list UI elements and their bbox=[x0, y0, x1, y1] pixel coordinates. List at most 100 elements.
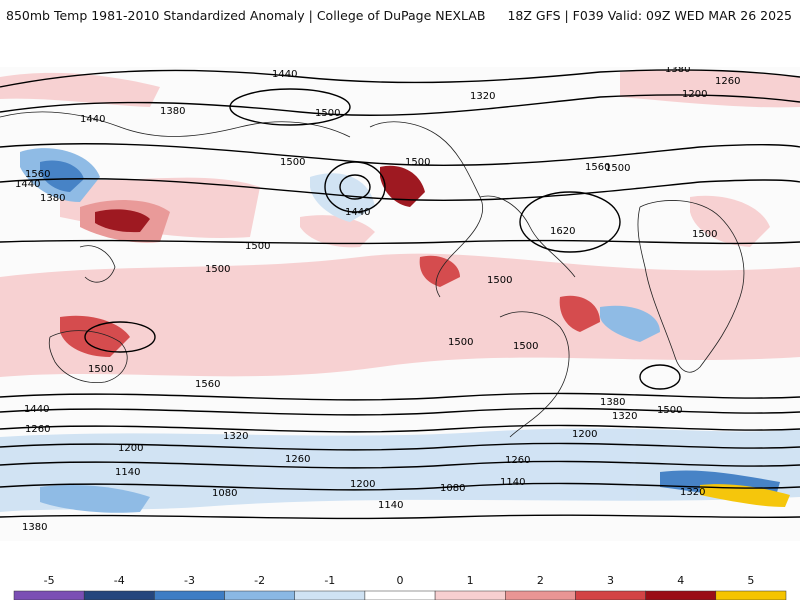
contour-line bbox=[0, 239, 800, 245]
contour-label: 1320 bbox=[680, 487, 705, 498]
hot-anomaly-nw-america bbox=[380, 165, 425, 207]
contour-label: 1380 bbox=[665, 67, 690, 75]
contour-closed bbox=[324, 161, 386, 213]
contour-label: 1560 bbox=[195, 379, 220, 390]
colorbar-tick-label: 5 bbox=[747, 574, 754, 587]
north-america-east-coast bbox=[479, 195, 576, 278]
warm-anomaly-pacific bbox=[300, 215, 375, 248]
colorbar-bin bbox=[83, 590, 155, 600]
colorbar-canvas: -5 -4 -3 -2 -1 0 1 2 3 4 5 bbox=[13, 574, 787, 600]
contour-line bbox=[0, 482, 800, 491]
contour-label: 1200 bbox=[350, 479, 375, 490]
contour-label: 1440 bbox=[345, 207, 370, 218]
contour-label: 1560 bbox=[25, 169, 50, 180]
contour-line bbox=[0, 143, 800, 166]
africa-coastline bbox=[637, 200, 745, 373]
cold-anomaly-siberia-strong bbox=[40, 160, 84, 192]
contour-label: 1500 bbox=[405, 157, 430, 168]
contour-label: 1080 bbox=[212, 488, 237, 499]
contour-label: 1380 bbox=[600, 397, 625, 408]
contour-line bbox=[0, 69, 800, 88]
map-canvas: 1440 1380 1320 1260 1200 1500 1560 1620 … bbox=[0, 67, 800, 541]
colorbar-tick-label: 1 bbox=[467, 574, 474, 587]
contour-label: 1440 bbox=[272, 69, 297, 80]
anomaly-shading bbox=[0, 69, 800, 513]
contour-line bbox=[0, 94, 800, 116]
warm-anomaly-tropics bbox=[0, 253, 800, 377]
colorbar-tick-label: 2 bbox=[537, 574, 544, 587]
australia-coastline bbox=[48, 330, 128, 384]
contour-label: 1500 bbox=[280, 157, 305, 168]
contour-label: 1260 bbox=[715, 76, 740, 87]
contour-line bbox=[0, 424, 800, 433]
contour-label: 1500 bbox=[605, 163, 630, 174]
model-run-info: 18Z GFS | F039 Valid: 09Z WED MAR 26 202… bbox=[507, 8, 792, 23]
contour-label: 1500 bbox=[205, 264, 230, 275]
contour-label: 1320 bbox=[470, 91, 495, 102]
contour-label: 1080 bbox=[440, 483, 465, 494]
contour-label: 1500 bbox=[657, 405, 682, 416]
colorbar-tick-label: -4 bbox=[114, 574, 125, 587]
coastlines bbox=[0, 111, 745, 438]
cool-anomaly-atlantic bbox=[600, 305, 660, 342]
colorbar-tick-label: 4 bbox=[677, 574, 684, 587]
colorbar-bins bbox=[13, 590, 787, 600]
contour-line bbox=[0, 407, 800, 416]
contour-label: 1380 bbox=[40, 193, 65, 204]
contour-closed bbox=[519, 191, 621, 253]
contour-label: 1380 bbox=[22, 522, 47, 533]
contour-label: 1500 bbox=[448, 337, 473, 348]
contour-label: 1260 bbox=[505, 455, 530, 466]
colorbar-bin bbox=[645, 590, 717, 600]
contour-line bbox=[0, 460, 800, 469]
colorbar-bin bbox=[294, 590, 366, 600]
contour-line bbox=[0, 178, 800, 201]
contour-label: 1500 bbox=[245, 241, 270, 252]
cold-anomaly-southern-ocean-1 bbox=[40, 485, 150, 513]
warm-anomaly-australia bbox=[60, 315, 130, 357]
colorbar-bin bbox=[154, 590, 225, 600]
contour-closed bbox=[84, 321, 156, 353]
contour-label: 1560 bbox=[585, 162, 610, 173]
contour-line bbox=[0, 442, 800, 451]
warm-anomaly-south-america bbox=[559, 295, 600, 332]
colorbar-tick-label: -3 bbox=[184, 574, 195, 587]
colorbar-tick-label: -2 bbox=[254, 574, 265, 587]
contour-label: 1440 bbox=[80, 114, 105, 125]
colorbar-tick-label: 3 bbox=[607, 574, 614, 587]
cool-anomaly-north-pacific bbox=[310, 173, 375, 222]
colorbar-bin bbox=[224, 590, 295, 600]
contour-label: 1200 bbox=[682, 89, 707, 100]
contour-label: 1140 bbox=[378, 500, 403, 511]
contour-line bbox=[0, 514, 800, 520]
contour-label: 1200 bbox=[118, 443, 143, 454]
global-anomaly-map: 1440 1380 1320 1260 1200 1500 1560 1620 … bbox=[0, 67, 800, 541]
anomaly-colorbar: -5 -4 -3 -2 -1 0 1 2 3 4 5 bbox=[13, 574, 787, 600]
colorbar-tick-label: -1 bbox=[324, 574, 335, 587]
colorbar-ticks: -5 -4 -3 -2 -1 0 1 2 3 4 5 bbox=[44, 574, 755, 587]
indonesia-coastline bbox=[79, 245, 116, 283]
contour-line bbox=[0, 392, 800, 401]
colorbar-bin bbox=[715, 590, 787, 600]
contour-label: 1500 bbox=[88, 364, 113, 375]
contour-label: 1500 bbox=[513, 341, 538, 352]
contour-label: 1140 bbox=[500, 477, 525, 488]
map-title: 850mb Temp 1981-2010 Standardized Anomal… bbox=[6, 8, 486, 23]
contour-label: 1500 bbox=[487, 275, 512, 286]
eurasia-coastline bbox=[0, 111, 351, 138]
height-contours bbox=[0, 69, 800, 520]
south-america-coastline bbox=[499, 311, 570, 438]
contour-label: 1440 bbox=[15, 179, 40, 190]
colorbar-bin bbox=[505, 590, 576, 600]
contour-closed bbox=[229, 88, 351, 126]
contour-closed bbox=[339, 174, 371, 200]
contour-label: 1260 bbox=[285, 454, 310, 465]
colorbar-tick-label: 0 bbox=[397, 574, 404, 587]
contour-label: 1140 bbox=[115, 467, 140, 478]
warm-anomaly-africa bbox=[690, 195, 770, 247]
colorbar-tick-label: -5 bbox=[44, 574, 55, 587]
colorbar-bin bbox=[434, 590, 506, 600]
contour-label: 1380 bbox=[160, 106, 185, 117]
contour-label: 1260 bbox=[25, 424, 50, 435]
contour-label: 1320 bbox=[223, 431, 248, 442]
